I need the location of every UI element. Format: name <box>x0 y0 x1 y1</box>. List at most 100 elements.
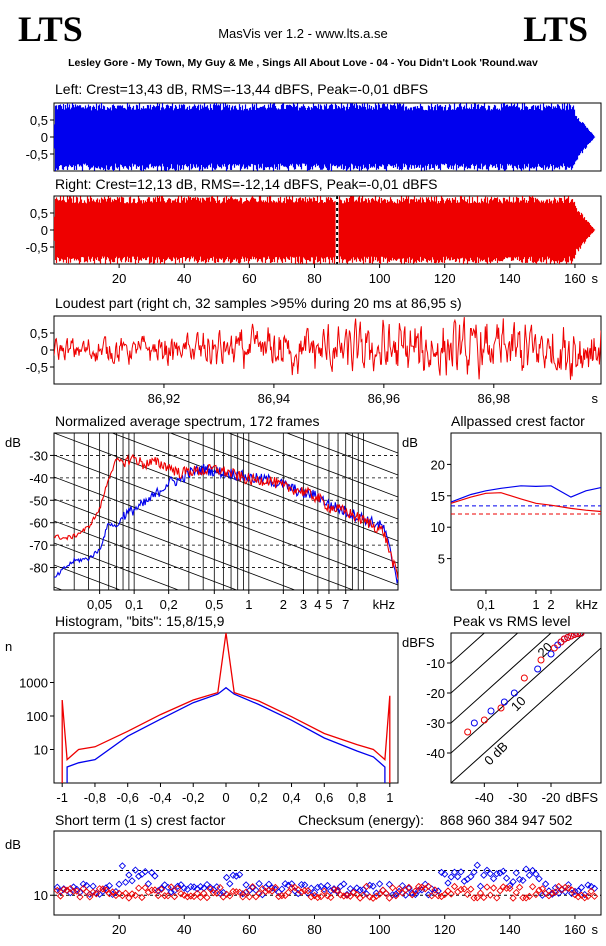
spectrum-xtick-label: 5 <box>325 597 332 612</box>
crest-point <box>362 882 371 891</box>
histogram-xtick-label: -0,8 <box>84 790 106 805</box>
crest-point <box>310 891 319 900</box>
crest-point <box>577 891 586 899</box>
crest-point <box>128 877 136 885</box>
crest-point <box>131 866 140 874</box>
crest-point <box>242 888 250 896</box>
crest-point <box>333 886 341 894</box>
crest-point <box>157 885 166 894</box>
crest-point <box>314 893 322 902</box>
crest-point <box>512 869 520 877</box>
crest-point <box>375 880 384 888</box>
crest-point <box>216 889 224 897</box>
crest-point <box>369 894 377 902</box>
allpassed-title: Allpassed crest factor <box>451 413 585 429</box>
crest-point <box>392 892 400 900</box>
crest-point <box>115 889 123 897</box>
crest-point <box>509 894 517 902</box>
peak-rms-point <box>487 707 495 715</box>
peak-rms-point <box>547 650 555 658</box>
right-waveform-xtick-label: 20 <box>112 271 126 286</box>
crest-point <box>255 889 263 898</box>
crest-point <box>252 893 260 901</box>
peak-rms-point <box>560 635 568 643</box>
peak-rms-point <box>574 633 582 638</box>
peak-rms-point <box>550 644 558 652</box>
right-waveform-xtick-label: 160 <box>564 271 586 286</box>
histogram-ylabel: n <box>5 639 12 654</box>
histogram-xtick-label: 0,6 <box>315 790 333 805</box>
crest-point <box>340 892 348 900</box>
crest-point <box>128 890 136 898</box>
peak-rms-point <box>497 704 505 712</box>
crest-point <box>131 891 140 900</box>
allpassed-xunit-label: kHz <box>576 597 598 612</box>
spectrum-ytick-label: -30 <box>29 448 48 463</box>
allpassed-xtick-label: 2 <box>547 597 554 612</box>
crest-point <box>528 883 537 891</box>
crest-point <box>92 890 100 898</box>
crest-point <box>275 892 283 901</box>
crest-point <box>317 892 325 901</box>
crest-point <box>102 886 110 894</box>
crest-point <box>135 872 143 880</box>
crest-point <box>577 883 586 892</box>
spectrum-xtick-label: 1 <box>245 597 252 612</box>
crest-point <box>489 884 498 892</box>
crest-diagonal <box>451 633 519 694</box>
allpassed-series-line <box>450 485 602 503</box>
crest-point <box>408 891 416 899</box>
crest-point <box>161 881 169 889</box>
crest-point <box>555 889 563 897</box>
crest-point <box>245 893 254 901</box>
spectrum-series-line <box>54 453 398 579</box>
histogram-ytick-label: 10 <box>34 742 48 757</box>
crest-point <box>548 890 556 898</box>
crest-point <box>248 884 257 892</box>
crest-diagonal <box>451 633 586 754</box>
left-waveform-ytick-label: -0,5 <box>26 147 48 162</box>
peak-rms-ytick-label: -10 <box>426 656 445 671</box>
spectrum-slope-line <box>169 433 398 520</box>
crest-xtick-label: 140 <box>499 922 521 937</box>
histogram-xtick-label: 0,8 <box>348 790 366 805</box>
peak-rms-point <box>520 674 528 682</box>
crest-point <box>157 884 166 893</box>
crest-point <box>222 873 231 882</box>
crest-point <box>271 883 280 892</box>
crest-xtick-label: 80 <box>307 922 321 937</box>
spectrum-slope-line <box>111 433 398 542</box>
crest-point <box>203 893 211 902</box>
crest-point <box>53 883 61 891</box>
crest-point <box>473 861 481 869</box>
loudest-xtick-label: 86,98 <box>478 391 511 406</box>
crest-point <box>375 890 384 898</box>
right-waveform-ytick-label: -0,5 <box>26 240 48 255</box>
crest-diagonal <box>451 633 552 724</box>
crest-point <box>525 871 534 879</box>
crest-diagonal-label: 10 <box>508 693 529 714</box>
crest-point <box>493 894 501 902</box>
crest-diagonal-label: 40 <box>588 531 606 552</box>
crest-point <box>108 888 117 896</box>
crest-point <box>590 892 599 900</box>
crest-point <box>437 892 446 901</box>
peak-rms-frame <box>450 632 602 784</box>
crest-point <box>105 889 114 898</box>
crest-point <box>105 882 114 890</box>
crest-point <box>353 890 361 899</box>
crest-point <box>428 892 436 900</box>
crest-point <box>457 885 465 894</box>
crest-diagonal <box>451 647 601 783</box>
crest-point <box>359 891 367 899</box>
peak-rms-xtick-label: -30 <box>508 790 527 805</box>
crest-point <box>235 888 244 896</box>
crest-xtick-label: 160 <box>564 922 586 937</box>
peak-rms-ytick-label: -40 <box>426 746 445 761</box>
crest-point <box>473 894 481 902</box>
crest-point <box>69 887 78 896</box>
checksum-value: 868 960 384 947 502 <box>440 812 573 828</box>
crest-point <box>356 886 364 894</box>
spectrum-ylabel: dB <box>5 435 21 450</box>
crest-point <box>470 894 478 902</box>
